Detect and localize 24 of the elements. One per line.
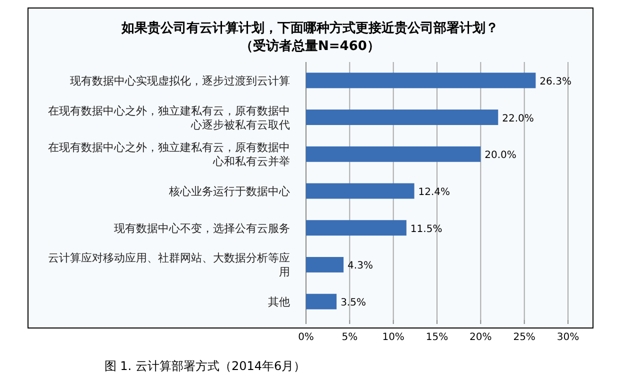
x-tick-label: 20% [470, 332, 492, 343]
data-label: 11.5% [410, 224, 442, 235]
x-tick-label: 25% [513, 332, 536, 343]
data-label: 20.0% [484, 150, 516, 162]
y-tick-label: 现有数据中心实现虚拟化，逐步过渡到云计算 [70, 74, 290, 88]
y-tick-label: 现有数据中心不变，选择公有云服务 [114, 222, 290, 235]
y-tick-label: 云计算应对移动应用、社群网站、大数据分析等应用 [48, 252, 290, 279]
chart-subtitle: （受访者总量N=460） [240, 38, 380, 54]
x-tick-label: 15% [426, 332, 448, 343]
data-label: 26.3% [540, 76, 572, 88]
x-tick-label: 5% [342, 332, 358, 343]
x-tick-label: 30% [556, 332, 580, 343]
y-tick-label: 其他 [268, 296, 290, 309]
y-tick-label: 核心业务运行于数据中心 [168, 185, 290, 198]
data-label: 3.5% [340, 298, 366, 309]
y-tick-label: 在现有数据中心之外，独立建私有云，原有数据中心逐步被私有云取代 [48, 104, 290, 132]
data-label: 4.3% [348, 260, 373, 272]
x-tick-label: 10% [382, 332, 404, 343]
data-label: 12.4% [418, 187, 450, 198]
data-label: 22.0% [502, 113, 534, 124]
y-tick-label: 在现有数据中心之外，独立建私有云，原有数据中心和私有云并举 [48, 141, 290, 168]
x-tick-label: 0% [298, 332, 314, 343]
chart-title: 如果贵公司有云计算计划，下面哪种方式更接近贵公司部署计划？ [120, 20, 498, 36]
caption: 图 1. 云计算部署方式（2014年6月） [104, 359, 306, 373]
